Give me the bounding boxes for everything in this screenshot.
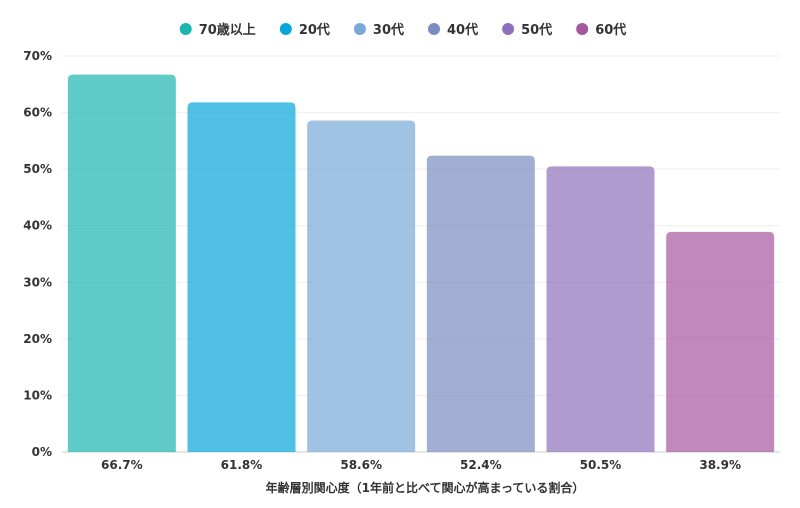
y-tick-label: 20% <box>23 332 52 346</box>
x-tick-label: 61.8% <box>221 458 263 472</box>
gridlines <box>62 55 780 453</box>
y-tick-label: 60% <box>23 106 52 120</box>
legend-marker <box>576 23 589 35</box>
x-tick-label: 38.9% <box>699 458 741 472</box>
x-tick-label: 52.4% <box>460 458 502 472</box>
legend-marker <box>353 23 366 35</box>
legend-label: 70歳以上 <box>199 22 256 38</box>
bar[interactable] <box>426 155 535 452</box>
x-tick-label: 58.6% <box>340 458 382 472</box>
x-axis: 66.7% 61.8% 58.6% 52.4% 50.5% 38.9% <box>101 458 741 472</box>
legend-label: 40代 <box>447 22 478 38</box>
bar[interactable] <box>666 231 775 452</box>
legend-item[interactable]: 30代 <box>353 22 404 38</box>
legend-label: 50代 <box>521 22 552 38</box>
legend-marker <box>502 23 515 35</box>
legend-item[interactable]: 70歳以上 <box>179 22 256 38</box>
y-tick-label: 0% <box>32 445 52 459</box>
y-tick-label: 50% <box>23 162 52 176</box>
bar[interactable] <box>307 120 416 453</box>
bars <box>67 74 775 453</box>
y-tick-label: 70% <box>23 49 52 63</box>
legend-item[interactable]: 60代 <box>576 22 626 38</box>
legend-label: 20代 <box>299 22 330 38</box>
y-axis: 0% 10% 20% 30% 40% 50% 60% 70% <box>23 49 52 459</box>
legend-label: 60代 <box>595 22 626 38</box>
legend: 70歳以上 20代 30代 40代 50代 60代 <box>179 22 626 38</box>
x-tick-label: 50.5% <box>580 458 622 472</box>
y-tick-label: 30% <box>23 275 52 289</box>
legend-label: 30代 <box>373 22 404 38</box>
legend-marker <box>279 23 292 35</box>
legend-marker <box>428 23 440 35</box>
bar[interactable] <box>546 166 655 453</box>
x-tick-label: 66.7% <box>101 458 143 472</box>
bar[interactable] <box>67 74 176 452</box>
x-axis-title: 年齢層別関心度（1年前と比べて関心が高まっている割合） <box>266 480 585 495</box>
legend-item[interactable]: 40代 <box>428 22 478 38</box>
y-tick-label: 10% <box>23 388 52 402</box>
legend-item[interactable]: 20代 <box>279 22 330 38</box>
bar[interactable] <box>187 102 296 452</box>
legend-item[interactable]: 50代 <box>502 22 552 38</box>
y-tick-label: 40% <box>23 219 52 233</box>
legend-marker <box>179 23 192 35</box>
